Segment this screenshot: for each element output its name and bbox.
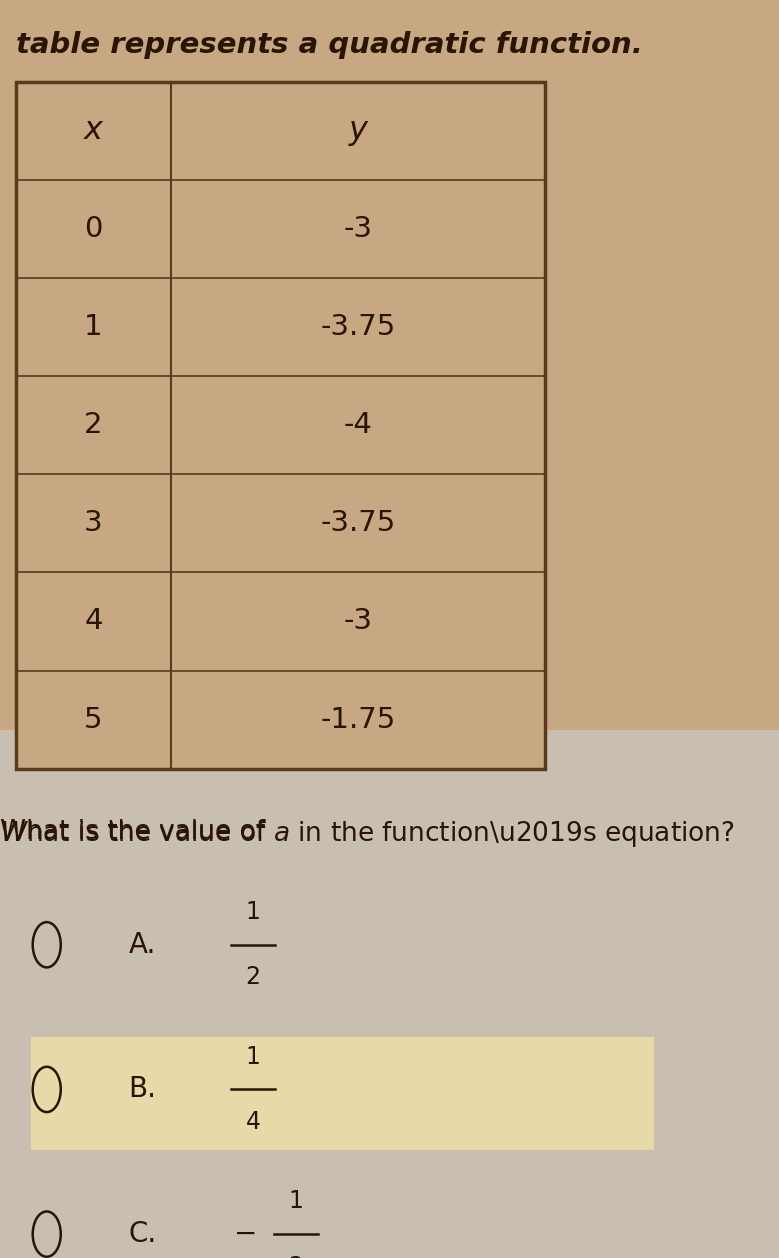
Text: 4: 4 — [84, 608, 103, 635]
Text: What is the value of: What is the value of — [0, 819, 273, 845]
Text: 2: 2 — [84, 411, 103, 439]
Text: 1: 1 — [245, 899, 261, 925]
Text: -1.75: -1.75 — [321, 706, 396, 733]
Text: B.: B. — [129, 1076, 157, 1103]
Text: -3.75: -3.75 — [321, 313, 396, 341]
Text: C.: C. — [129, 1220, 157, 1248]
Text: −: − — [234, 1220, 257, 1248]
Text: 0: 0 — [84, 215, 103, 243]
Text: 3: 3 — [84, 509, 103, 537]
Text: 1: 1 — [245, 1044, 261, 1069]
Text: -4: -4 — [344, 411, 373, 439]
FancyBboxPatch shape — [0, 730, 779, 1258]
Text: -3: -3 — [344, 215, 373, 243]
FancyBboxPatch shape — [16, 82, 545, 769]
Text: A.: A. — [129, 931, 156, 959]
FancyBboxPatch shape — [31, 1037, 654, 1150]
Text: 2: 2 — [245, 965, 261, 990]
Text: x: x — [84, 116, 103, 146]
Text: $\mathit{W}$hat is the value of $a$ in the function\u2019s equation?: $\mathit{W}$hat is the value of $a$ in t… — [0, 819, 735, 849]
Text: -3.75: -3.75 — [321, 509, 396, 537]
Text: -3: -3 — [344, 608, 373, 635]
Text: y: y — [349, 116, 368, 146]
Text: 4: 4 — [245, 1110, 261, 1135]
Text: 2: 2 — [288, 1254, 304, 1258]
Text: table represents a quadratic function.: table represents a quadratic function. — [16, 31, 643, 59]
Text: 1: 1 — [288, 1189, 304, 1214]
Text: 1: 1 — [84, 313, 103, 341]
Text: 5: 5 — [84, 706, 103, 733]
FancyBboxPatch shape — [0, 0, 779, 730]
